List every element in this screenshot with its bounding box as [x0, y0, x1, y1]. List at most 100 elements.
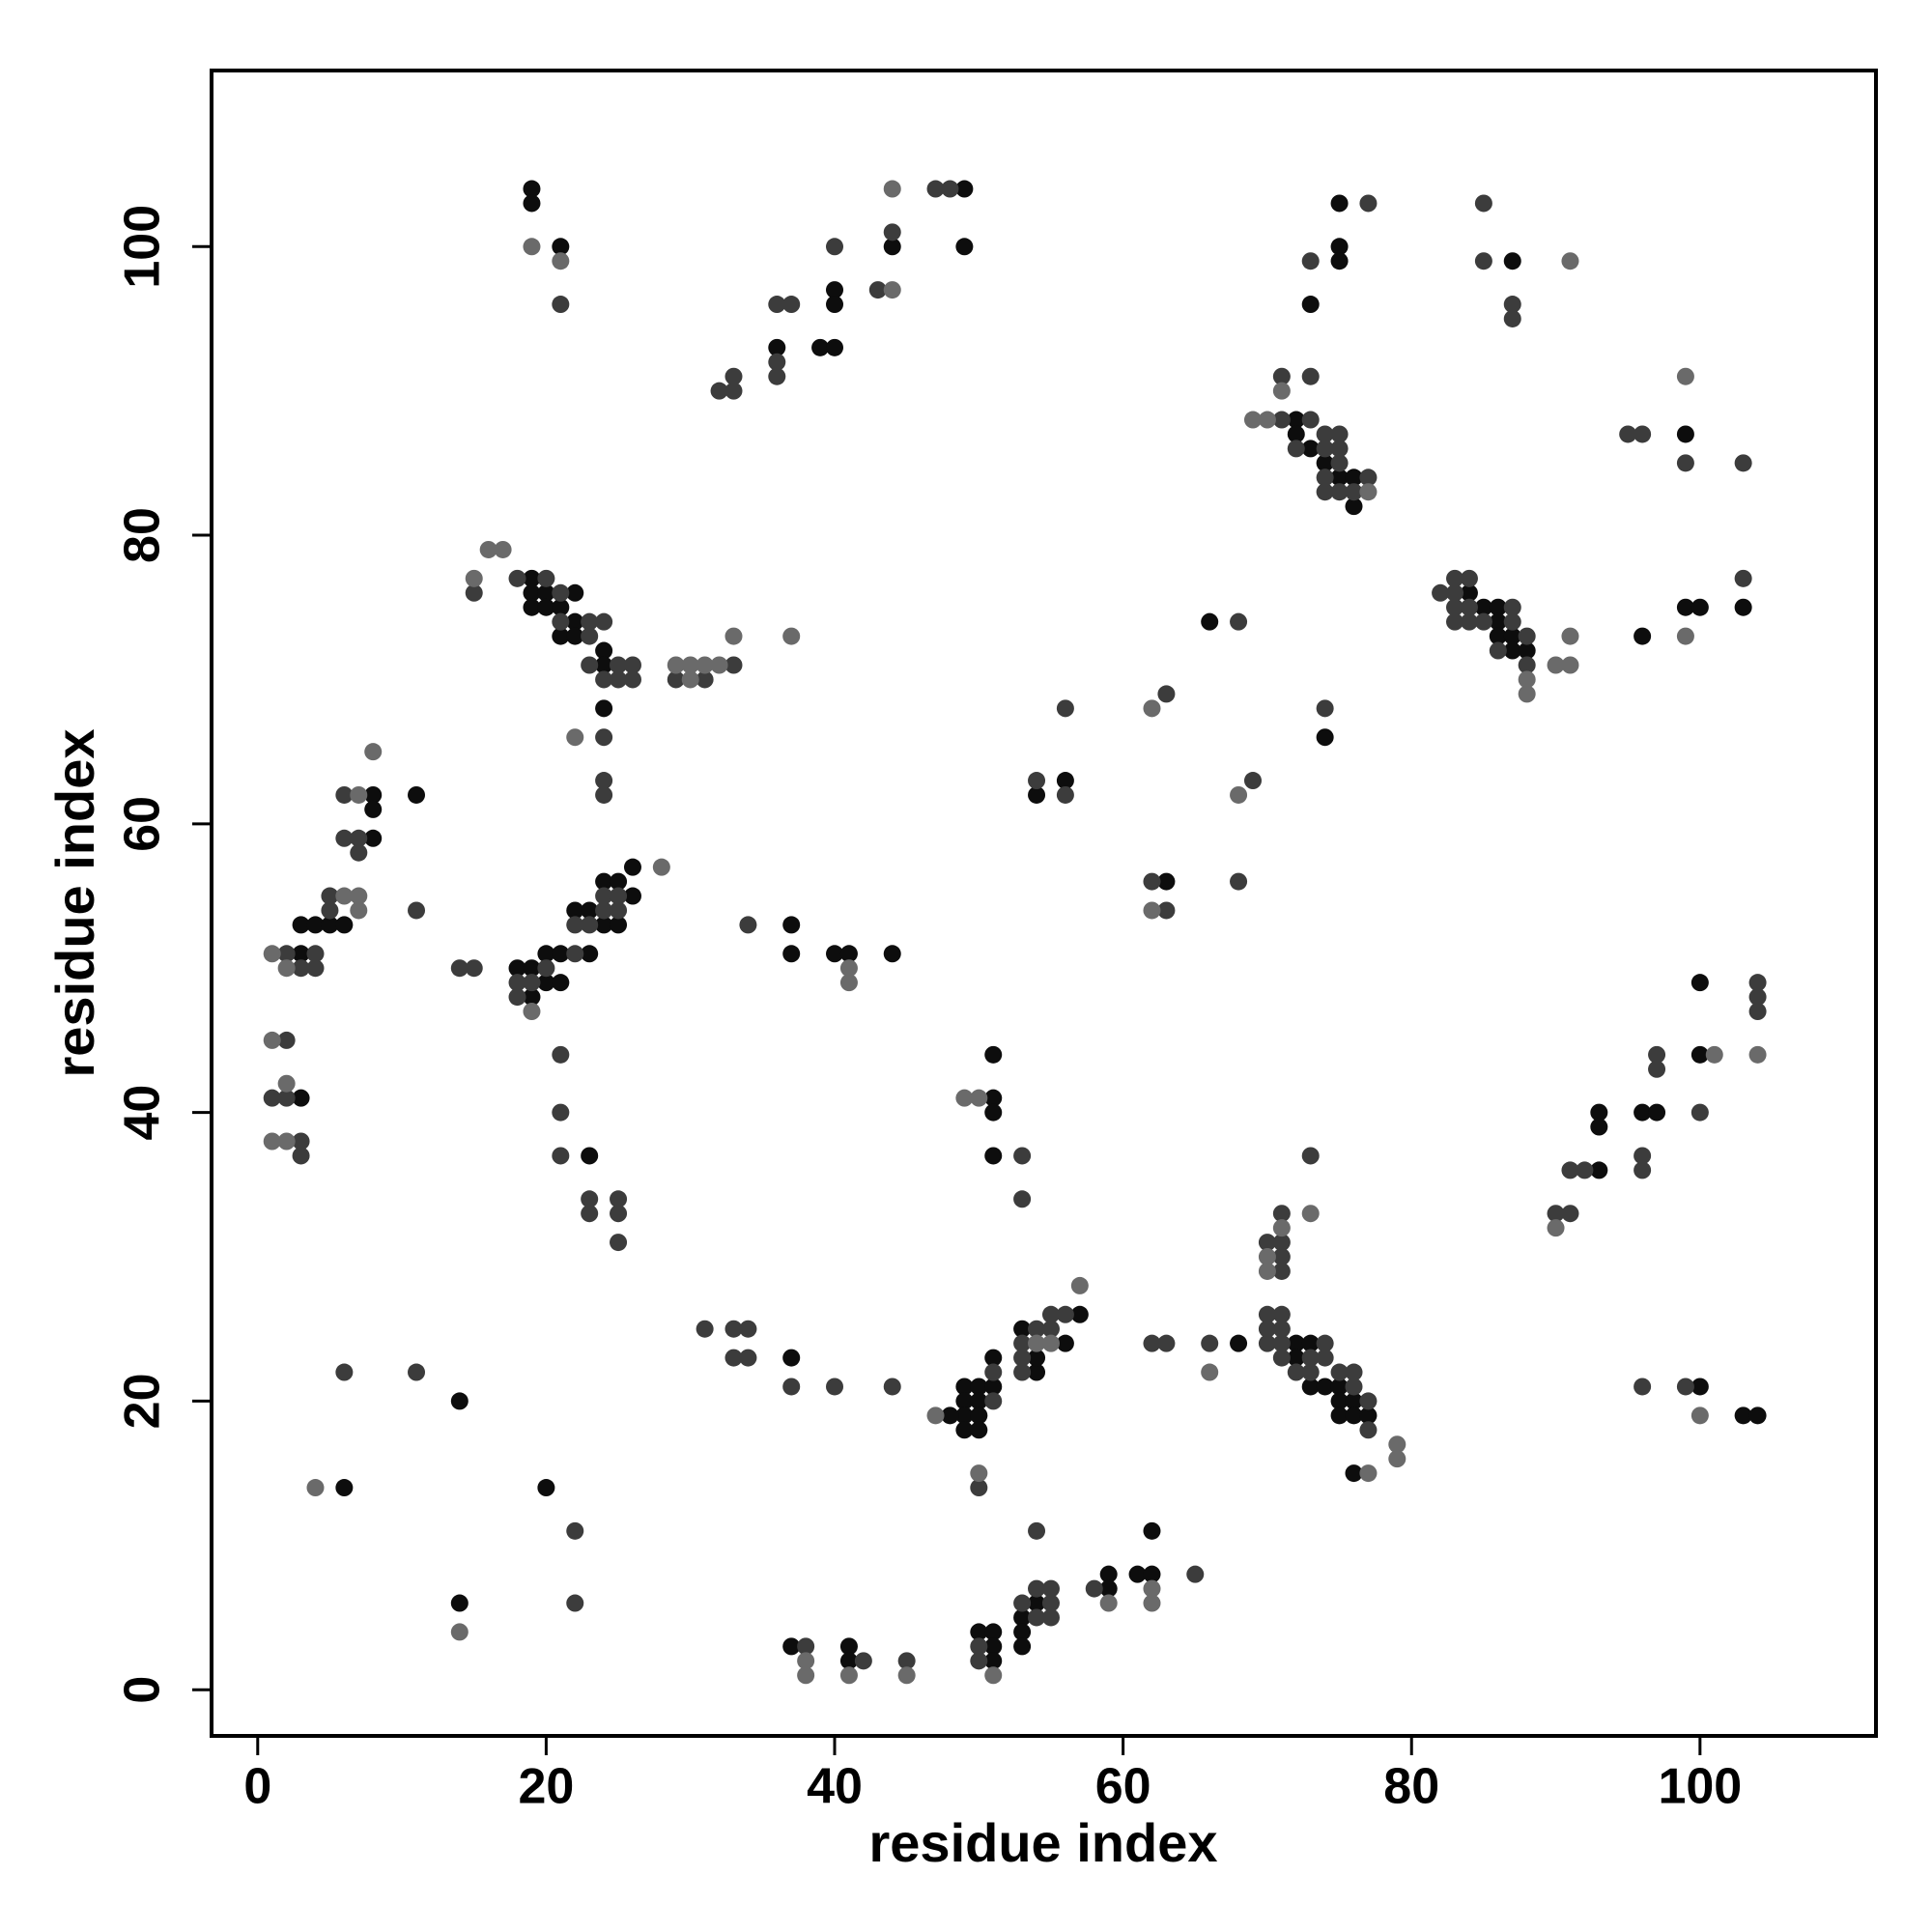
point: [1272, 382, 1291, 400]
point: [1690, 974, 1709, 992]
point: [450, 959, 469, 978]
point: [696, 1320, 714, 1338]
point: [1388, 1450, 1406, 1468]
point: [955, 180, 974, 198]
point: [681, 656, 699, 674]
point: [897, 1652, 916, 1670]
point: [306, 1479, 325, 1497]
point: [1056, 772, 1074, 790]
point: [1474, 598, 1492, 616]
point: [1028, 1349, 1046, 1367]
point: [581, 627, 599, 645]
point: [883, 180, 901, 198]
point: [1028, 1334, 1046, 1352]
point: [537, 598, 555, 616]
point: [465, 569, 483, 587]
point: [797, 1637, 815, 1656]
point: [883, 223, 901, 242]
point: [1330, 1363, 1349, 1381]
point: [1648, 1103, 1666, 1122]
point: [970, 1392, 988, 1410]
point: [1748, 1003, 1767, 1021]
point: [1489, 598, 1507, 616]
point: [955, 1392, 974, 1410]
point: [1748, 988, 1767, 1007]
y-tick-label: 60: [115, 796, 171, 852]
point: [1287, 425, 1305, 443]
point: [970, 1378, 988, 1396]
point: [364, 829, 383, 847]
point: [465, 959, 483, 978]
point: [955, 1421, 974, 1439]
point: [523, 1003, 541, 1021]
point: [610, 656, 628, 674]
point: [1258, 1234, 1276, 1252]
point: [1143, 1579, 1161, 1598]
point: [408, 1363, 426, 1381]
point: [1099, 1594, 1118, 1612]
point: [1518, 627, 1536, 645]
point: [1690, 1103, 1709, 1122]
point: [1503, 641, 1521, 660]
point: [350, 901, 368, 920]
point: [1143, 699, 1161, 718]
point: [1041, 1305, 1060, 1323]
point: [552, 974, 570, 992]
point: [623, 656, 641, 674]
point: [1028, 1579, 1046, 1598]
point: [523, 569, 541, 587]
point: [350, 829, 368, 847]
point: [1561, 1205, 1579, 1223]
point: [1041, 1320, 1060, 1338]
point: [508, 959, 526, 978]
point: [263, 1089, 281, 1107]
point: [263, 1031, 281, 1049]
point: [566, 945, 584, 963]
point: [1503, 627, 1521, 645]
point: [552, 238, 570, 256]
point: [595, 612, 613, 631]
point: [1705, 1045, 1723, 1064]
point: [610, 670, 628, 689]
point: [1690, 598, 1709, 616]
point: [566, 728, 584, 747]
point: [610, 1234, 628, 1252]
point: [1301, 1147, 1320, 1165]
point: [1359, 469, 1378, 487]
point: [1243, 772, 1262, 790]
point: [1041, 1579, 1060, 1598]
x-tick-label: 20: [518, 1759, 574, 1815]
point: [970, 1652, 988, 1670]
point: [1345, 483, 1363, 501]
point: [610, 872, 628, 891]
point: [1301, 296, 1320, 314]
point: [1301, 367, 1320, 385]
point: [537, 1479, 555, 1497]
point: [552, 598, 570, 616]
point: [595, 916, 613, 934]
point: [1056, 785, 1074, 804]
point: [1013, 1190, 1032, 1208]
point: [826, 238, 844, 256]
point: [292, 945, 310, 963]
point: [623, 858, 641, 876]
point: [1028, 1320, 1046, 1338]
point: [739, 1349, 757, 1367]
point: [321, 887, 339, 905]
point: [1345, 1406, 1363, 1425]
y-axis-title: residue index: [44, 728, 105, 1077]
point: [1634, 1378, 1652, 1396]
point: [537, 569, 555, 587]
point: [1272, 1334, 1291, 1352]
point: [1316, 483, 1334, 501]
x-axis-title: residue index: [868, 1812, 1217, 1873]
point: [839, 959, 858, 978]
point: [1345, 1392, 1363, 1410]
point: [610, 1190, 628, 1208]
point: [724, 382, 743, 400]
point: [1201, 612, 1219, 631]
point: [537, 583, 555, 602]
point: [1128, 1565, 1147, 1583]
point: [667, 656, 685, 674]
point: [523, 180, 541, 198]
